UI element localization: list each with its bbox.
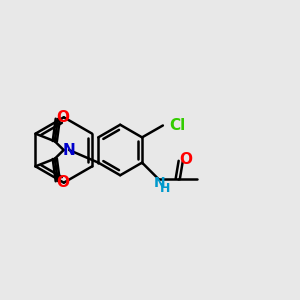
Text: O: O — [57, 175, 70, 190]
Text: O: O — [57, 110, 70, 125]
Text: H: H — [160, 182, 170, 195]
Text: N: N — [63, 142, 75, 158]
Text: O: O — [180, 152, 193, 167]
Text: Cl: Cl — [169, 118, 185, 133]
Text: N: N — [154, 176, 166, 190]
